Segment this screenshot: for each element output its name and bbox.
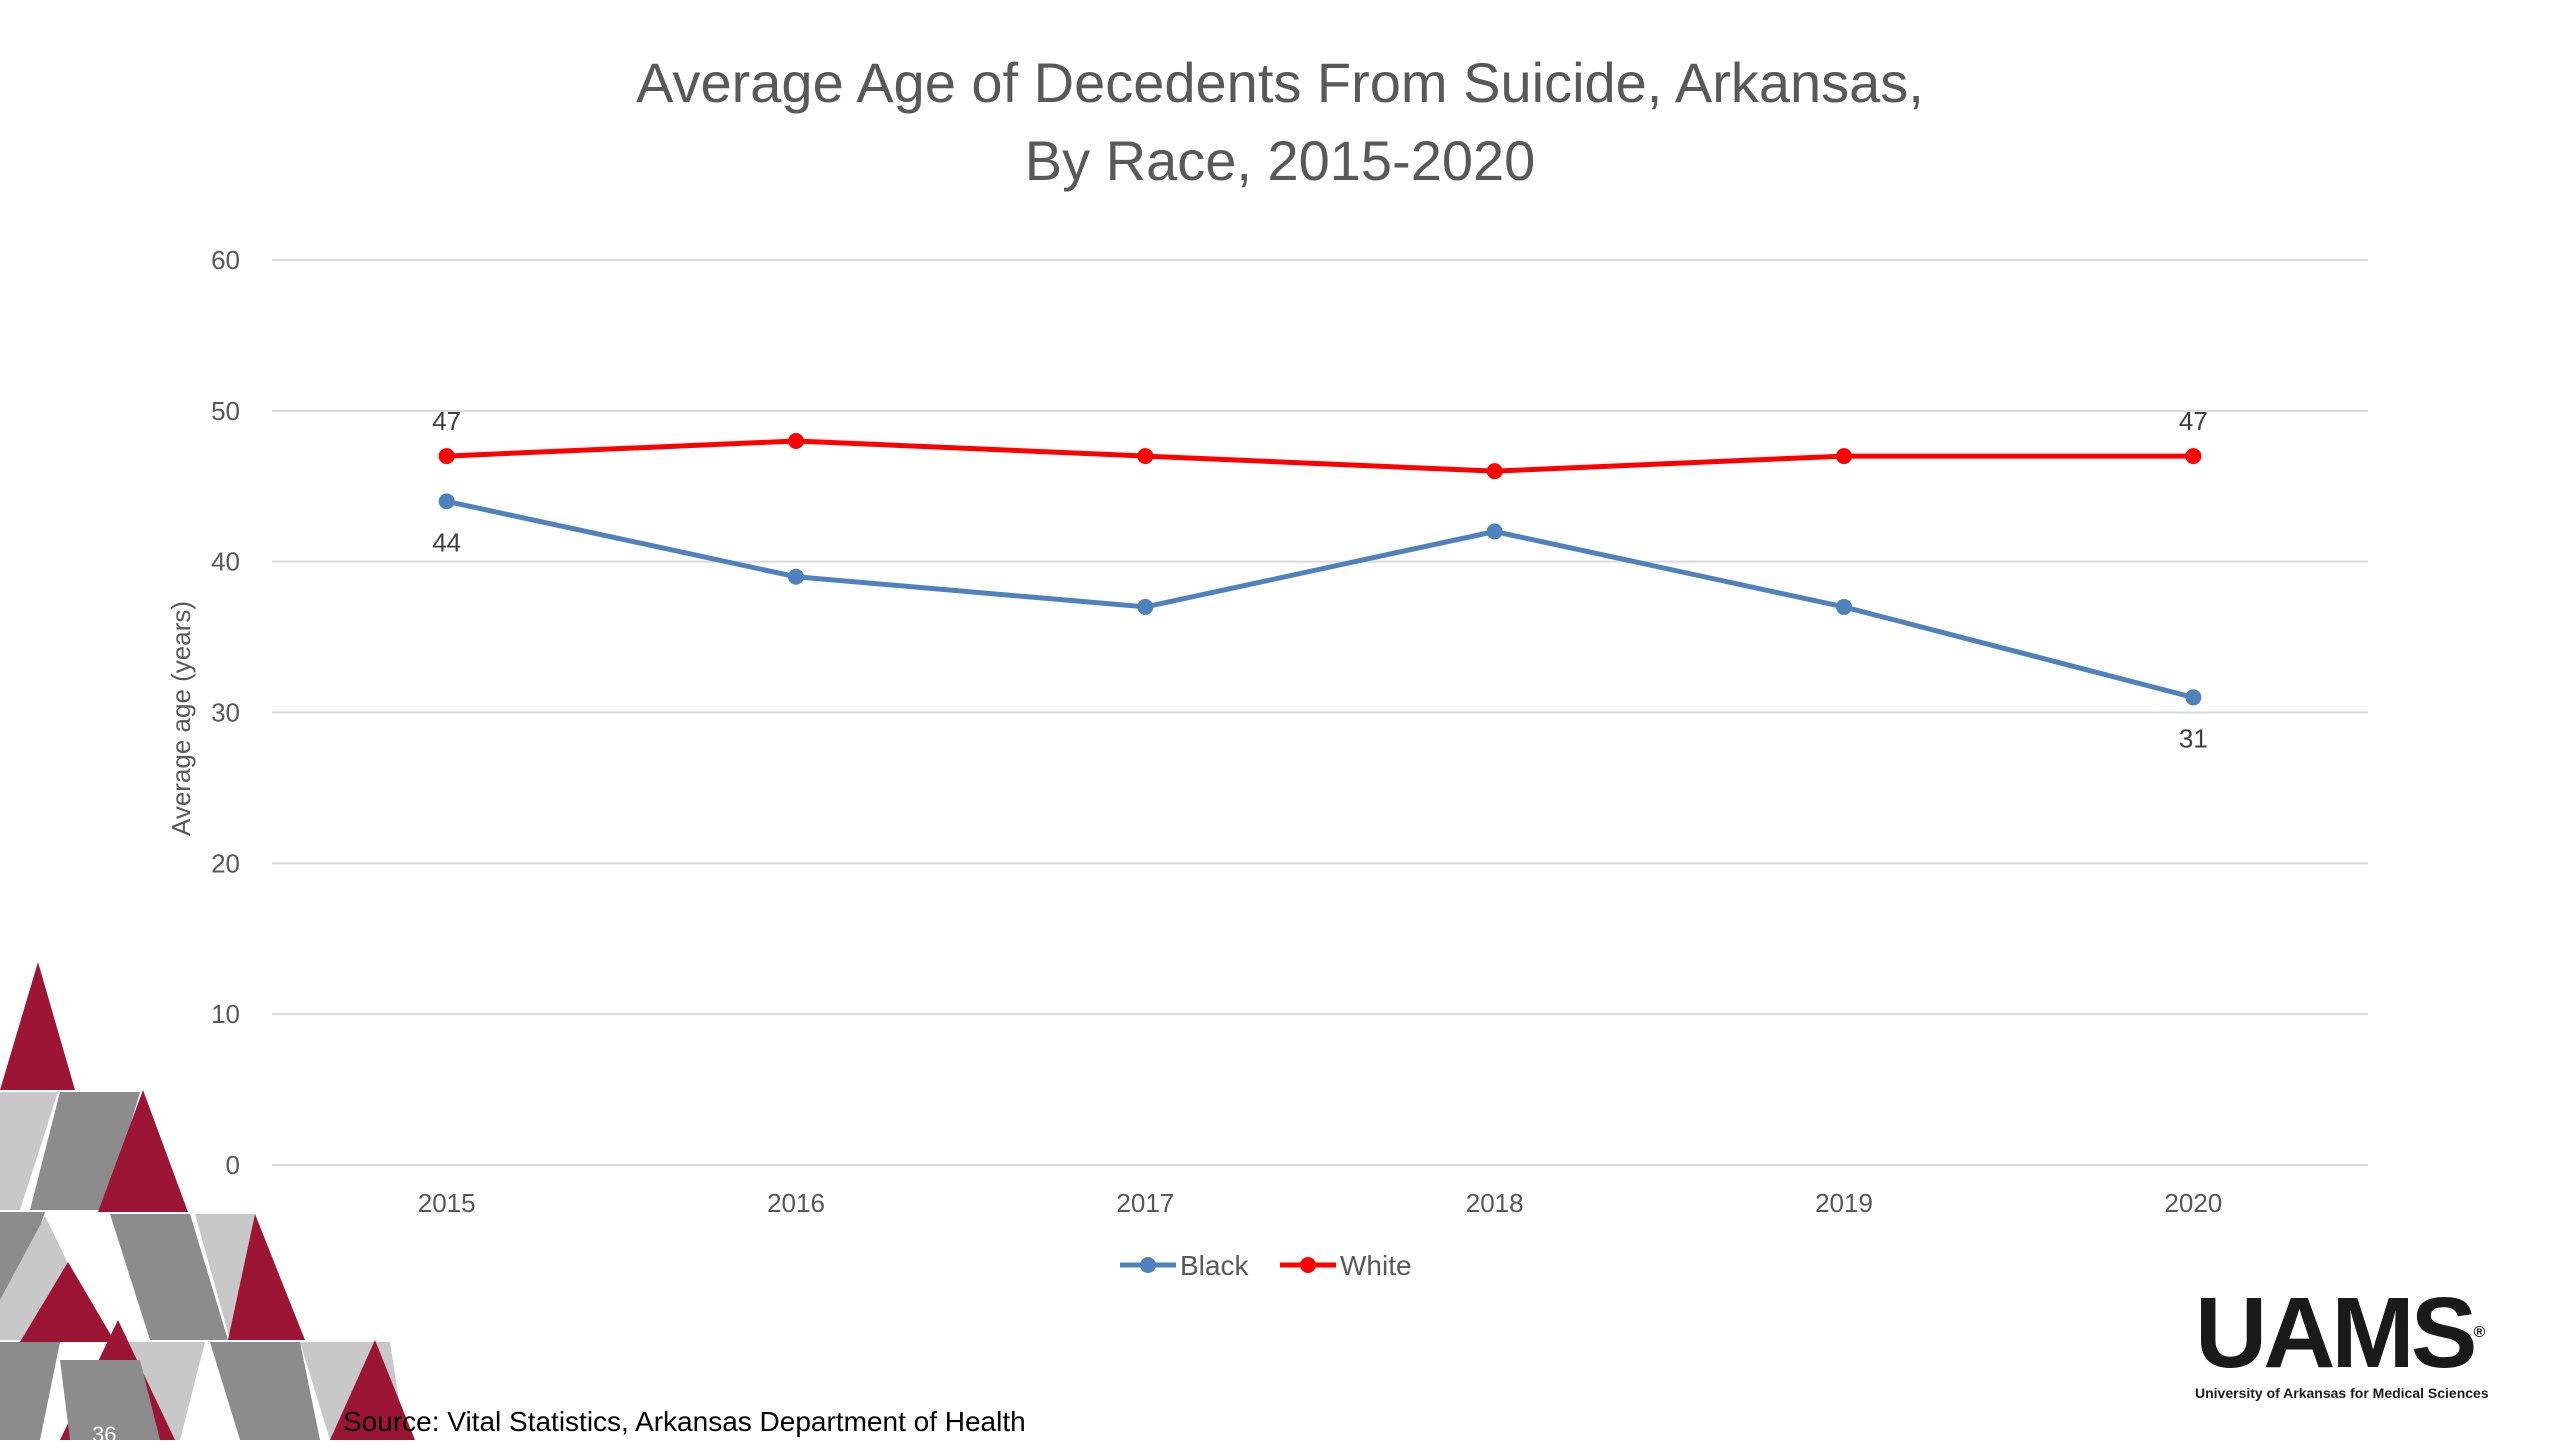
data-point-black xyxy=(788,568,804,585)
gridlines xyxy=(272,259,2368,1166)
decorative-triangle xyxy=(60,1360,160,1440)
y-tick-label: 40 xyxy=(211,547,240,577)
x-tick-label: 2017 xyxy=(1116,1188,1174,1218)
decorative-triangle xyxy=(330,1340,415,1440)
decorative-triangle xyxy=(228,1214,305,1340)
y-tick-label: 50 xyxy=(211,396,240,426)
x-axis-ticks: 2015 2016 2017 2018 2019 2020 xyxy=(418,1188,2223,1218)
logo-registered-mark: ® xyxy=(2473,1324,2486,1341)
y-tick-label: 30 xyxy=(211,698,240,728)
series-line-black xyxy=(444,498,2196,700)
data-point-white xyxy=(438,448,455,465)
data-point-black xyxy=(1486,523,1503,540)
slide-number: 36 xyxy=(92,1422,117,1447)
data-point-black xyxy=(438,493,455,510)
uams-logo: UAMS® University of Arkansas for Medical… xyxy=(2195,1283,2525,1401)
data-point-white xyxy=(1137,448,1154,465)
source-note: Source: Vital Statistics, Arkansas Depar… xyxy=(343,1406,1026,1437)
data-point-white xyxy=(788,433,804,449)
chart-title-line-1: Average Age of Decedents From Suicide, A… xyxy=(636,51,1924,114)
y-tick-label: 20 xyxy=(211,848,240,878)
data-point-black xyxy=(2185,689,2202,706)
decorative-triangle xyxy=(210,1342,320,1440)
decorative-triangle xyxy=(0,962,75,1090)
chart-title-line-2: By Race, 2015-2020 xyxy=(1024,129,1536,192)
decorative-triangle xyxy=(0,1342,60,1440)
data-label-white: 47 xyxy=(2179,406,2208,436)
legend-marker-black xyxy=(1140,1257,1156,1273)
x-tick-label: 2015 xyxy=(418,1188,476,1218)
x-tick-label: 2018 xyxy=(1466,1188,1524,1218)
x-tick-label: 2019 xyxy=(1815,1188,1873,1218)
data-label-black: 44 xyxy=(432,527,461,557)
data-label-white: 47 xyxy=(432,406,461,436)
legend: Black White xyxy=(1120,1250,1412,1281)
data-point-black xyxy=(1137,598,1154,615)
data-point-black xyxy=(1836,598,1852,615)
y-tick-label: 0 xyxy=(226,1150,240,1180)
data-label-black: 31 xyxy=(2179,723,2208,753)
y-tick-label: 60 xyxy=(211,245,240,275)
y-tick-label: 10 xyxy=(211,999,240,1029)
legend-label-black: Black xyxy=(1180,1250,1249,1281)
decorative-triangle xyxy=(110,1214,228,1340)
data-point-white xyxy=(1836,448,1852,465)
series-line-white xyxy=(444,438,2196,474)
decorative-triangles xyxy=(0,962,415,1440)
data-point-white xyxy=(1486,463,1503,480)
legend-label-white: White xyxy=(1340,1250,1412,1281)
x-tick-label: 2016 xyxy=(767,1188,825,1218)
legend-marker-white xyxy=(1300,1257,1316,1273)
logo-subtitle: University of Arkansas for Medical Scien… xyxy=(2195,1385,2489,1401)
logo-text: UAMS xyxy=(2195,1277,2477,1389)
logo-wordmark: UAMS® xyxy=(2195,1283,2525,1383)
y-axis-ticks: 0 10 20 30 40 50 60 xyxy=(211,245,240,1180)
decorative-triangle xyxy=(20,1262,115,1342)
decorative-triangle xyxy=(98,1090,188,1212)
data-point-white xyxy=(2185,448,2202,465)
y-axis-label: Average age (years) xyxy=(166,601,196,836)
decorative-triangle xyxy=(0,1092,58,1210)
x-tick-label: 2020 xyxy=(2164,1188,2222,1218)
series-group: 44 31 47 47 xyxy=(432,406,2208,753)
